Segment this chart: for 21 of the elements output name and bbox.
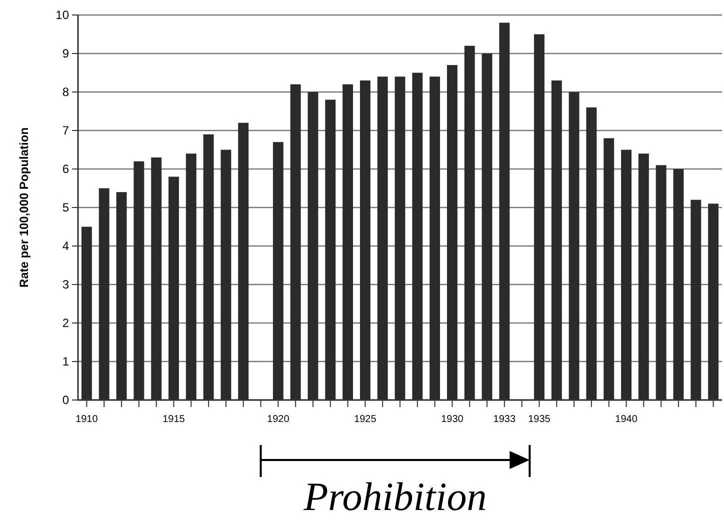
y-tick-label: 3 — [62, 278, 70, 292]
y-tick-label: 9 — [62, 46, 70, 61]
x-tick-label: 1915 — [162, 414, 186, 425]
x-tick-label: 1940 — [615, 414, 638, 425]
y-axis-title: Rate per 100,000 Population — [17, 127, 31, 288]
y-tick-label: 8 — [62, 85, 70, 100]
y-tick-label: 10 — [56, 8, 70, 22]
y-tick-label: 0 — [62, 393, 70, 408]
text: Prohibition — [302, 474, 487, 519]
y-tick-label: 4 — [62, 239, 70, 254]
x-tick-label: 1935 — [528, 414, 551, 425]
x-tick-label: 1930 — [441, 414, 464, 425]
y-tick-label: 6 — [62, 162, 70, 176]
y-tick-label: 2 — [62, 316, 70, 330]
y-tick-label: 1 — [62, 354, 70, 369]
y-tick-label: 5 — [62, 200, 70, 215]
x-tick-label: 1933 — [493, 414, 516, 425]
x-tick-label: 1920 — [267, 414, 290, 425]
x-tick-label: 1910 — [76, 414, 98, 425]
y-tick-label: 7 — [62, 124, 70, 138]
x-tick-label: 1925 — [354, 414, 377, 425]
